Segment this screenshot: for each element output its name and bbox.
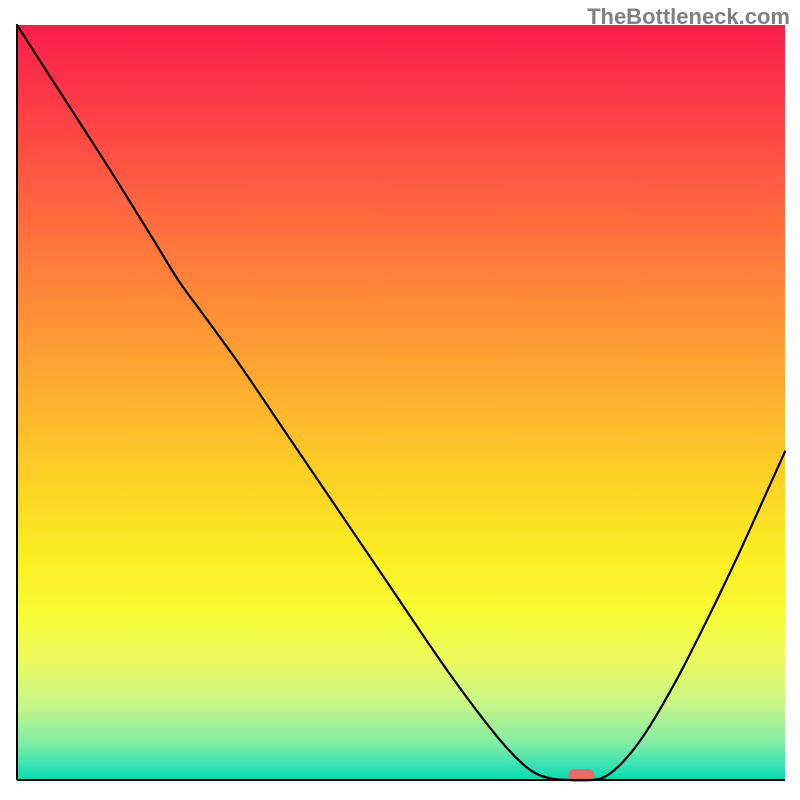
watermark-text: TheBottleneck.com (587, 4, 790, 30)
bottleneck-chart (0, 0, 800, 800)
plot-background (17, 25, 785, 780)
chart-container: TheBottleneck.com (0, 0, 800, 800)
